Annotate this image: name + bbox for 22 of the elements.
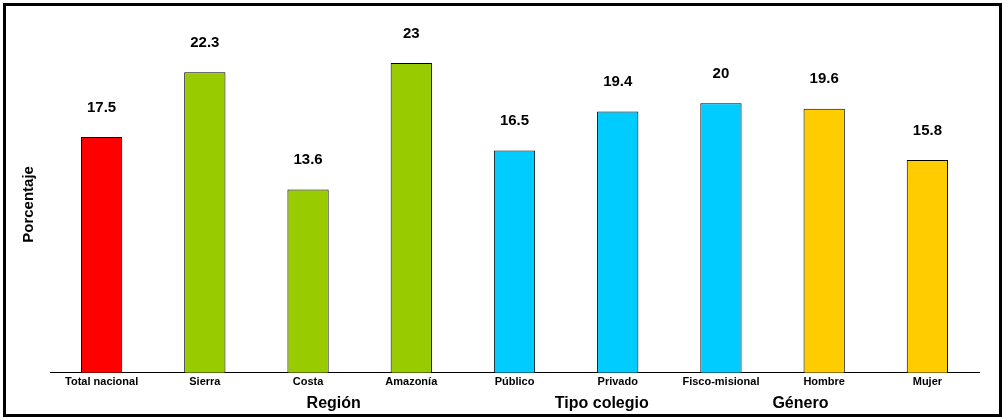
data-label: 23 [402,23,420,41]
data-label: 20 [712,64,730,81]
text: Tipo colegio [554,394,649,412]
text: Género [772,394,829,412]
data-label: 13.6 [293,150,323,168]
x-tick-label: Costa [292,375,325,388]
data-label: 19.6 [809,69,839,87]
x-tick-label: Amazonía [385,375,439,388]
data-label: 19.4 [603,72,633,90]
data-label: 16.5 [499,111,530,129]
data-label: 15.8 [912,120,942,138]
data-label: 22.3 [190,33,220,51]
text: Región [306,394,361,412]
x-tick-label: Sierra [189,375,222,388]
y-axis-title: Porcentaje [19,166,37,243]
x-tick-label: Hombre [803,375,845,388]
data-label: 17.5 [87,97,117,115]
x-tick-label: Privado [597,375,639,388]
x-tick-label: Mujer [912,375,943,388]
x-tick-label: Total nacional [65,375,139,388]
x-tick-label: Fisco-misional [682,375,760,388]
x-tick-label: Público [494,375,535,388]
